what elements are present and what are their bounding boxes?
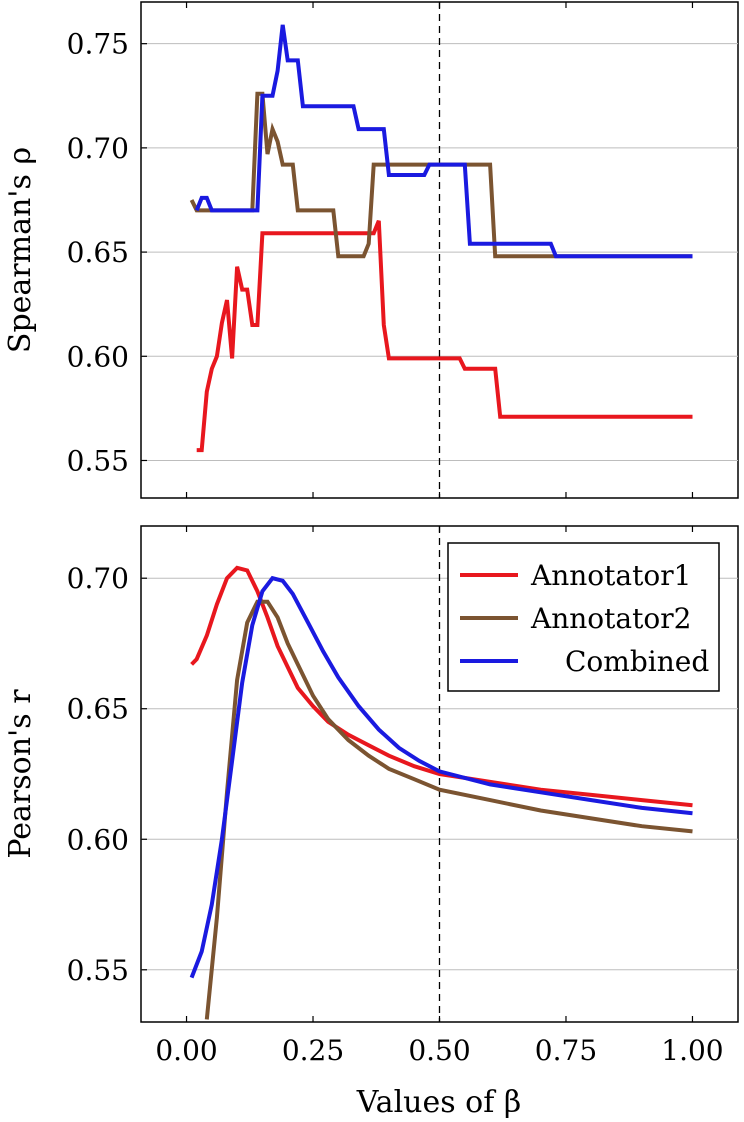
y-tick-label: 0.55 [67,954,129,987]
spearman-y-axis-label: Spearman's ρ [3,147,38,353]
series-line-combined [194,24,693,259]
x-axis-label: Values of β [356,1085,521,1120]
y-tick-label: 0.65 [67,236,129,269]
y-tick-label: 0.70 [67,132,129,165]
series-line-combined [189,575,693,979]
legend: Annotator1 Annotator2 Combined [447,542,720,692]
x-tick-label: 0.00 [155,1034,217,1067]
legend-label-annotator2: Annotator2 [530,602,691,635]
spearman-gridlines [141,43,738,461]
legend-label-annotator1: Annotator1 [530,559,691,592]
series-line-annotator2 [189,91,693,259]
y-tick-label: 0.60 [67,340,129,373]
spearman-series [189,24,693,453]
pearson-series [189,565,693,1020]
x-tick-label: 1.00 [661,1034,723,1067]
pearson-y-ticks: 0.55 0.60 0.65 0.70 [67,562,147,987]
series-line-annotator1 [190,565,693,808]
x-tick-label: 0.25 [282,1034,344,1067]
y-tick-label: 0.65 [67,693,129,726]
pearson-x-ticks: 0.00 0.25 0.50 0.75 1.00 [155,526,724,1067]
spearman-y-ticks: 0.55 0.60 0.65 0.70 0.75 [67,28,147,477]
x-tick-label: 0.50 [408,1034,470,1067]
series-line-annotator2 [204,599,693,1020]
pearson-y-axis-label: Pearson's r [3,689,38,859]
y-tick-label: 0.60 [67,823,129,856]
y-tick-label: 0.55 [67,444,129,477]
x-tick-label: 0.75 [535,1034,597,1067]
series-line-annotator1 [196,220,693,453]
y-tick-label: 0.70 [67,562,129,595]
pearson-panel: 0.55 0.60 0.65 0.70 0.00 0.25 0.50 0.75 1.00 Pe… [3,525,739,1120]
spearman-panel: 0.55 0.60 0.65 0.70 0.75 Spearman's ρ [3,1,739,499]
y-tick-label: 0.75 [67,28,129,61]
legend-label-combined: Combined [565,645,709,678]
